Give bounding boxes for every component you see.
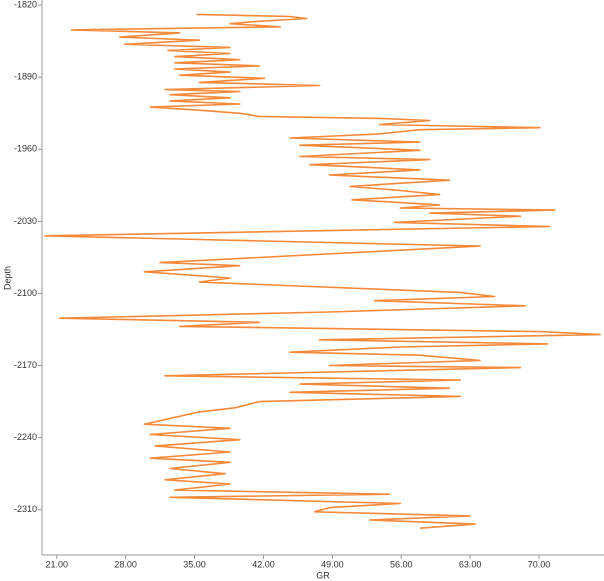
log-curve xyxy=(44,13,601,529)
y-tick-label: -1890 xyxy=(14,72,37,82)
x-tick-label: 28.00 xyxy=(114,559,137,569)
x-tick-label: 63.00 xyxy=(459,559,482,569)
y-axis-label: Depth xyxy=(2,266,12,290)
y-tick-label: -2240 xyxy=(14,432,37,442)
x-tick-label: 42.00 xyxy=(252,559,275,569)
y-tick-label: -2030 xyxy=(14,216,37,226)
x-axis-label: GR xyxy=(316,570,330,580)
y-tick-label: -2310 xyxy=(14,504,37,514)
x-tick-label: 70.00 xyxy=(528,559,551,569)
y-tick-label: -1960 xyxy=(14,144,37,154)
y-tick-label: -1820 xyxy=(14,0,37,10)
y-tick-label: -2100 xyxy=(14,288,37,298)
y-tick-label: -2170 xyxy=(14,360,37,370)
x-tick-label: 35.00 xyxy=(183,559,206,569)
x-tick-label: 56.00 xyxy=(390,559,413,569)
x-tick-label: 21.00 xyxy=(45,559,68,569)
x-tick-label: 49.00 xyxy=(321,559,344,569)
